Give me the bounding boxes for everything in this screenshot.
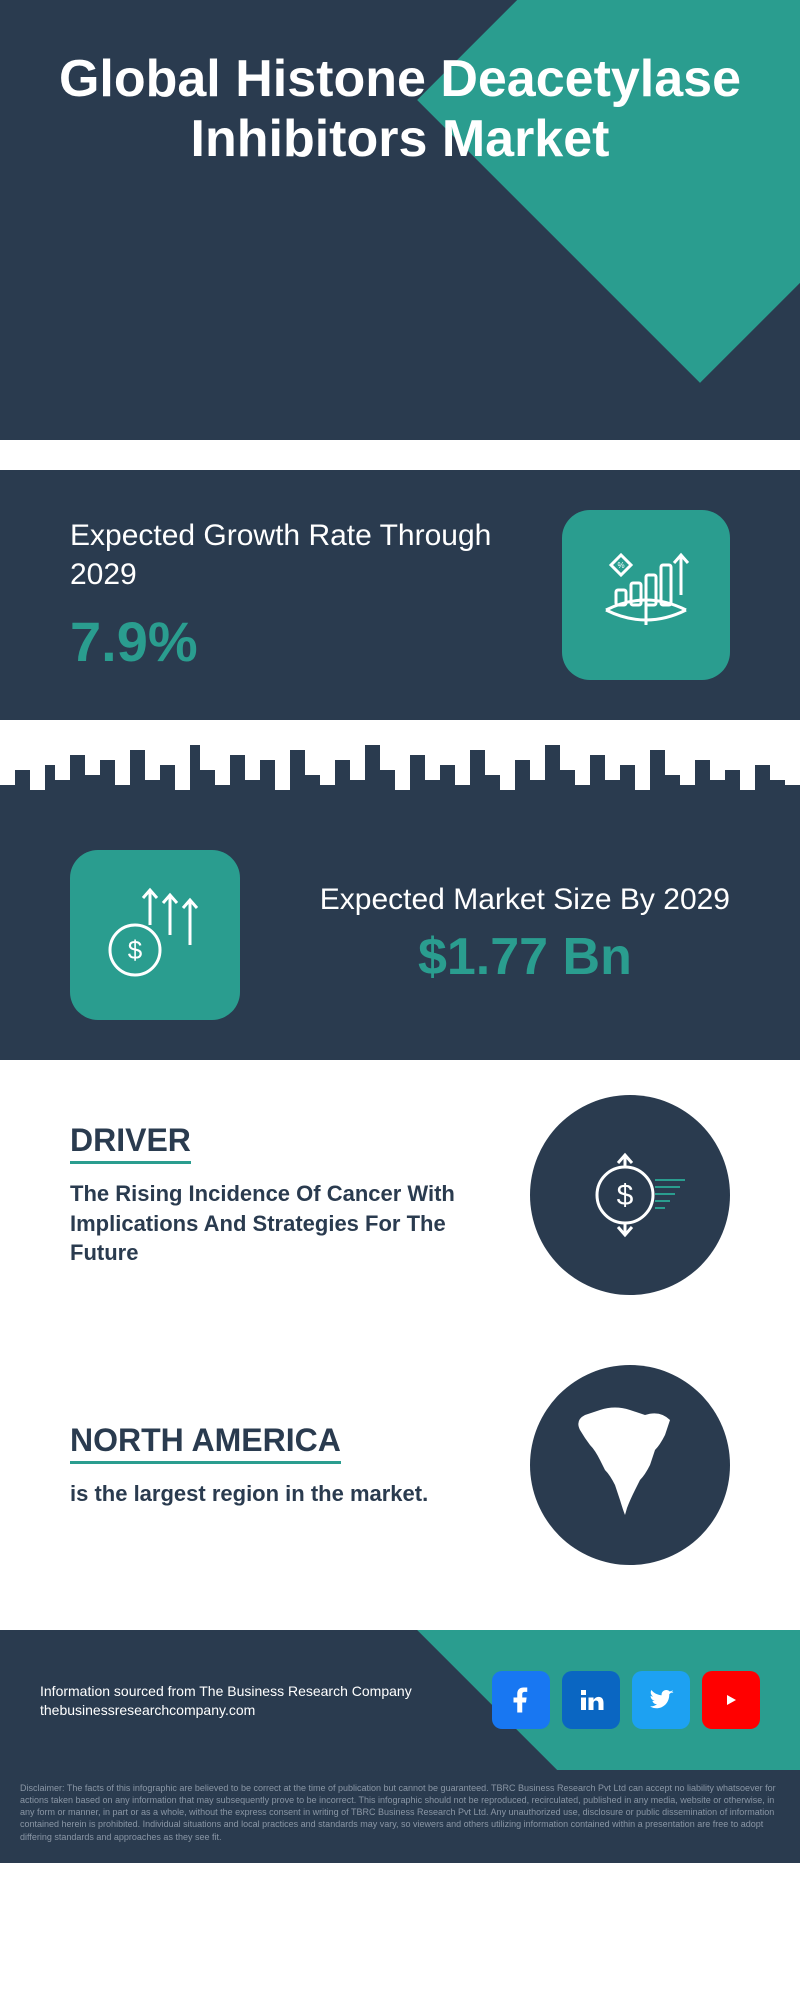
- growth-rate-section: Expected Growth Rate Through 2029 7.9% %: [0, 470, 800, 720]
- driver-heading: DRIVER: [70, 1122, 191, 1164]
- market-size-text: Expected Market Size By 2029 $1.77 Bn: [320, 883, 730, 987]
- disclaimer: Disclaimer: The facts of this infographi…: [0, 1770, 800, 1863]
- growth-chart-icon: %: [562, 510, 730, 680]
- region-text-block: NORTH AMERICA is the largest region in t…: [70, 1422, 530, 1509]
- facebook-icon: [506, 1685, 536, 1715]
- social-links: [492, 1671, 760, 1729]
- growth-rate-text: Expected Growth Rate Through 2029 7.9%: [70, 516, 562, 674]
- twitter-link[interactable]: [632, 1671, 690, 1729]
- svg-text:$: $: [617, 1179, 634, 1212]
- footer-source: Information sourced from The Business Re…: [40, 1683, 412, 1718]
- page-title: Global Histone Deacetylase Inhibitors Ma…: [0, 0, 800, 170]
- region-text: is the largest region in the market.: [70, 1479, 500, 1509]
- market-size-value: $1.77 Bn: [320, 927, 730, 987]
- driver-text-block: DRIVER The Rising Incidence Of Cancer Wi…: [70, 1122, 530, 1268]
- svg-text:$: $: [128, 935, 143, 965]
- footer: Information sourced from The Business Re…: [0, 1630, 800, 1770]
- footer-line1: Information sourced from The Business Re…: [40, 1683, 412, 1699]
- dollar-cycle-icon: $: [530, 1095, 730, 1295]
- skyline-divider: [0, 730, 800, 810]
- region-section: NORTH AMERICA is the largest region in t…: [0, 1330, 800, 1600]
- linkedin-icon: [576, 1685, 606, 1715]
- dollar-arrows-icon: $: [70, 850, 240, 1020]
- growth-rate-value: 7.9%: [70, 609, 562, 674]
- driver-text: The Rising Incidence Of Cancer With Impl…: [70, 1179, 500, 1268]
- market-size-section: $ Expected Market Size By 2029 $1.77 Bn: [0, 810, 800, 1060]
- linkedin-link[interactable]: [562, 1671, 620, 1729]
- facebook-link[interactable]: [492, 1671, 550, 1729]
- north-america-icon: [530, 1365, 730, 1565]
- svg-text:%: %: [617, 561, 624, 570]
- market-size-label: Expected Market Size By 2029: [320, 883, 730, 917]
- youtube-icon: [714, 1688, 748, 1712]
- footer-line2: thebusinessresearchcompany.com: [40, 1702, 412, 1718]
- twitter-icon: [646, 1685, 676, 1715]
- youtube-link[interactable]: [702, 1671, 760, 1729]
- driver-section: DRIVER The Rising Incidence Of Cancer Wi…: [0, 1060, 800, 1330]
- header: Global Histone Deacetylase Inhibitors Ma…: [0, 0, 800, 440]
- growth-rate-label: Expected Growth Rate Through 2029: [70, 516, 562, 594]
- region-heading: NORTH AMERICA: [70, 1422, 341, 1464]
